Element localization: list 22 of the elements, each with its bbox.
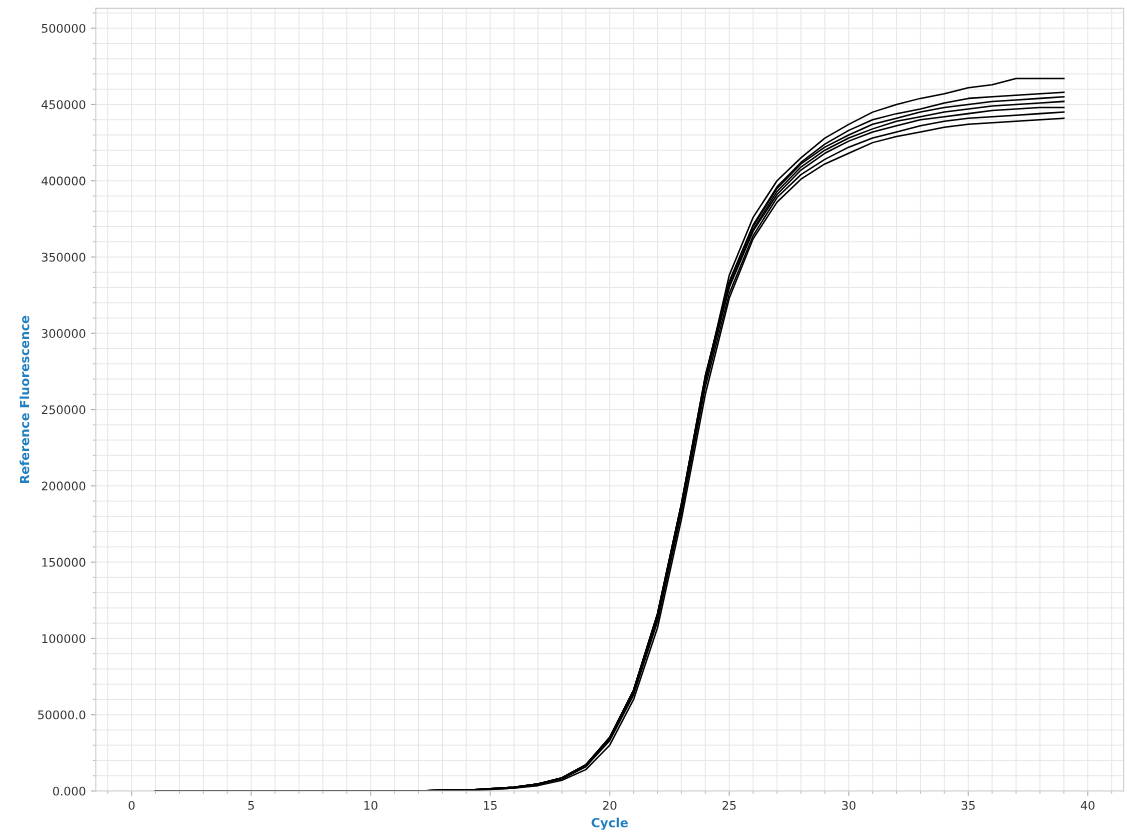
y-axis-title: Reference Fluorescence [19, 315, 30, 483]
x-tick-label: 5 [248, 801, 254, 810]
y-tick-label: 50000.0 [38, 710, 86, 720]
y-tick-label: 350000 [41, 252, 86, 262]
x-tick-label: 35 [961, 800, 975, 810]
y-tick-label: 100000 [42, 634, 86, 644]
x-axis-title: Cycle [591, 817, 628, 830]
y-tick-label: 500000 [41, 23, 86, 33]
x-tick-label: 40 [1080, 800, 1095, 810]
y-tick-label: 150000 [42, 557, 86, 567]
y-tick-label: 400000 [41, 176, 86, 186]
y-tick-label: 300000 [41, 329, 86, 338]
x-tick-label: 10 [364, 800, 378, 810]
y-tick-label: 250000 [41, 405, 86, 415]
x-tick-label: 20 [603, 800, 617, 810]
x-tick-label: 30 [842, 800, 856, 810]
x-tick-label: 0 [128, 800, 135, 810]
y-tick-label: 0.000 [53, 786, 86, 796]
y-tick-label: 450000 [41, 100, 86, 110]
x-tick-label: 25 [722, 800, 736, 810]
x-tick-label: 15 [483, 801, 497, 810]
y-tick-label: 200000 [41, 481, 86, 491]
